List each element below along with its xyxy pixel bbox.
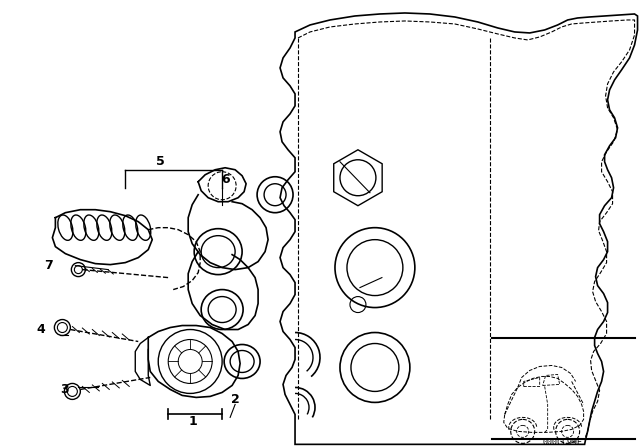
- Text: 000CC99E: 000CC99E: [543, 438, 582, 447]
- Text: 2: 2: [231, 393, 239, 406]
- Text: 4: 4: [36, 323, 45, 336]
- Text: 5: 5: [156, 155, 164, 168]
- Text: 3: 3: [60, 383, 68, 396]
- Text: 6: 6: [221, 173, 230, 186]
- Text: 7: 7: [44, 259, 52, 272]
- Text: 1: 1: [189, 415, 198, 428]
